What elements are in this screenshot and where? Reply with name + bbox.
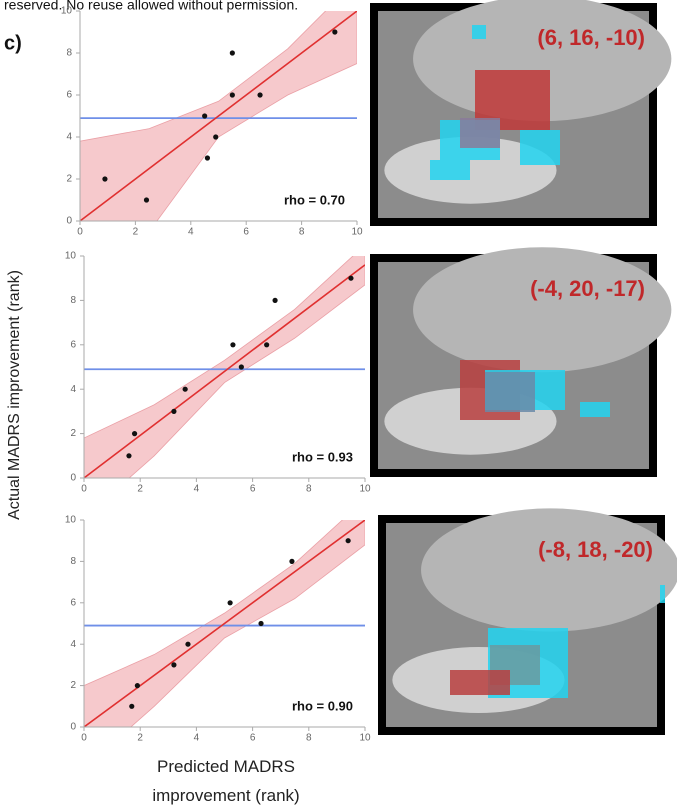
x-tick-label: 10	[359, 484, 371, 495]
y-tick-label: 8	[66, 48, 72, 59]
activation	[520, 130, 560, 165]
point	[239, 364, 244, 369]
y-tick-label: 4	[70, 384, 76, 395]
point	[126, 453, 131, 458]
y-tick-label: 10	[65, 515, 77, 526]
y-tick-label: 10	[65, 251, 77, 262]
annotation: rho = 0.93	[292, 449, 353, 464]
point	[205, 155, 210, 160]
activation	[472, 25, 486, 39]
point	[129, 704, 134, 709]
x-tick-label: 0	[77, 227, 83, 238]
x-tick-label: 6	[250, 484, 256, 495]
point	[348, 276, 353, 281]
point	[230, 50, 235, 55]
annotation: rho = 0.90	[292, 698, 353, 713]
annotation: rho = 0.70	[284, 192, 345, 207]
y-tick-label: 4	[66, 132, 72, 143]
y-tick-label: 4	[70, 639, 76, 650]
point	[144, 197, 149, 202]
chart: reserved. No reuse allowed without permi…	[0, 0, 677, 811]
y-tick-label: 6	[66, 90, 72, 101]
point	[202, 113, 207, 118]
fit-line	[80, 11, 357, 221]
plot	[80, 0, 357, 295]
y-tick-label: 10	[61, 6, 73, 17]
point	[183, 387, 188, 392]
y-tick-label: 6	[70, 339, 76, 350]
figure: reserved. No reuse allowed without permi…	[0, 0, 677, 811]
activation	[460, 118, 500, 148]
y-tick-label: 8	[70, 556, 76, 567]
x-tick-label: 8	[306, 484, 312, 495]
activation	[660, 585, 665, 603]
point	[289, 559, 294, 564]
fit-line	[84, 520, 365, 727]
point	[228, 600, 233, 605]
x-tick-label: 6	[250, 733, 256, 744]
y-tick-label: 8	[70, 295, 76, 306]
plot	[84, 245, 365, 518]
brain-tissue	[421, 508, 677, 631]
activation	[450, 670, 510, 695]
y-axis-label: Actual MADRS improvement (rank)	[6, 270, 23, 520]
point	[332, 29, 337, 34]
y-tick-label: 0	[70, 473, 76, 484]
point	[257, 92, 262, 97]
x-tick-label: 10	[351, 227, 363, 238]
y-tick-label: 2	[70, 680, 76, 691]
x-tick-label: 10	[359, 733, 371, 744]
point	[171, 662, 176, 667]
point	[171, 409, 176, 414]
coordinate-label: (-8, 18, -20)	[538, 537, 653, 562]
x-tick-label: 2	[137, 484, 143, 495]
point	[264, 342, 269, 347]
activation	[580, 402, 610, 417]
x-tick-label: 8	[306, 733, 312, 744]
x-tick-label: 0	[81, 733, 87, 744]
point	[230, 92, 235, 97]
point	[346, 538, 351, 543]
point	[272, 298, 277, 303]
y-tick-label: 2	[70, 428, 76, 439]
notice: reserved. No reuse allowed without permi…	[4, 0, 298, 13]
coordinate-label: (-4, 20, -17)	[530, 276, 645, 301]
x-tick-label: 2	[137, 733, 143, 744]
fit-line	[84, 265, 365, 478]
y-tick-label: 6	[70, 597, 76, 608]
x-tick-label: 8	[299, 227, 305, 238]
x-axis-label: Predicted MADRS improvement (rank)	[138, 752, 314, 810]
point	[135, 683, 140, 688]
point	[185, 642, 190, 647]
point	[230, 342, 235, 347]
point	[213, 134, 218, 139]
confidence-band	[84, 499, 365, 768]
y-tick-label: 2	[66, 174, 72, 185]
point	[132, 431, 137, 436]
y-tick-label: 0	[66, 216, 72, 227]
coordinate-label: (6, 16, -10)	[537, 25, 645, 50]
activation	[485, 372, 535, 412]
confidence-band	[80, 0, 357, 295]
panel-label: c)	[4, 32, 22, 54]
activation	[430, 160, 470, 180]
point	[102, 176, 107, 181]
plot	[84, 499, 365, 768]
x-tick-label: 0	[81, 484, 87, 495]
point	[258, 621, 263, 626]
x-tick-label: 4	[194, 733, 200, 744]
x-tick-label: 4	[194, 484, 200, 495]
x-tick-label: 6	[243, 227, 249, 238]
x-tick-label: 2	[133, 227, 139, 238]
brain-tissue	[413, 247, 671, 372]
x-tick-label: 4	[188, 227, 194, 238]
confidence-band	[84, 245, 365, 518]
y-tick-label: 0	[70, 722, 76, 733]
